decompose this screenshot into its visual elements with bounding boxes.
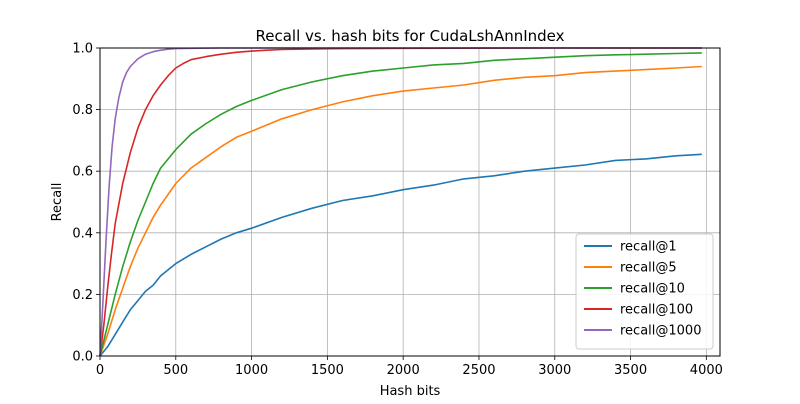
legend: recall@1 recall@5 recall@10 recall@100 recal… — [575, 233, 714, 350]
plot-frame — [99, 47, 721, 357]
x-tick-label: 0 — [96, 363, 104, 378]
x-tick-label: 500 — [163, 363, 188, 378]
y-tick-label: 0.0 — [72, 350, 93, 365]
y-tick-label: 0.2 — [72, 288, 93, 303]
legend-label: recall@1000 — [620, 324, 701, 339]
y-tick-label: 0.8 — [72, 103, 93, 118]
y-axis-label: Recall — [50, 183, 65, 222]
y-tick-label: 1.0 — [72, 42, 93, 57]
series-line-recall-at-100 — [99, 47, 702, 357]
legend-label: recall@100 — [620, 303, 693, 318]
ticks: 0 500 1000 1500 2000 2500 3000 3500 4000 0.0 0.2 0.… — [72, 42, 723, 379]
series-line-recall-at-5 — [99, 65, 702, 357]
legend-label: recall@10 — [620, 282, 685, 297]
x-tick-label: 3000 — [538, 363, 571, 378]
chart-title: Recall vs. hash bits for CudaLshAnnIndex — [255, 27, 564, 45]
x-tick-label: 4000 — [690, 363, 723, 378]
x-axis-label: Hash bits — [380, 384, 441, 399]
y-tick-label: 0.6 — [72, 165, 93, 180]
x-tick-label: 2000 — [387, 363, 420, 378]
x-tick-label: 2500 — [462, 363, 495, 378]
legend-box — [575, 233, 714, 350]
x-tick-label: 1000 — [235, 363, 268, 378]
series-line-recall-at-10 — [99, 52, 702, 357]
x-tick-label: 3500 — [614, 363, 647, 378]
series-line-recall-at-1 — [99, 153, 702, 357]
x-tick-label: 1500 — [311, 363, 344, 378]
legend-label: recall@1 — [620, 240, 677, 255]
legend-label: recall@5 — [620, 261, 677, 276]
y-tick-label: 0.4 — [72, 226, 93, 241]
